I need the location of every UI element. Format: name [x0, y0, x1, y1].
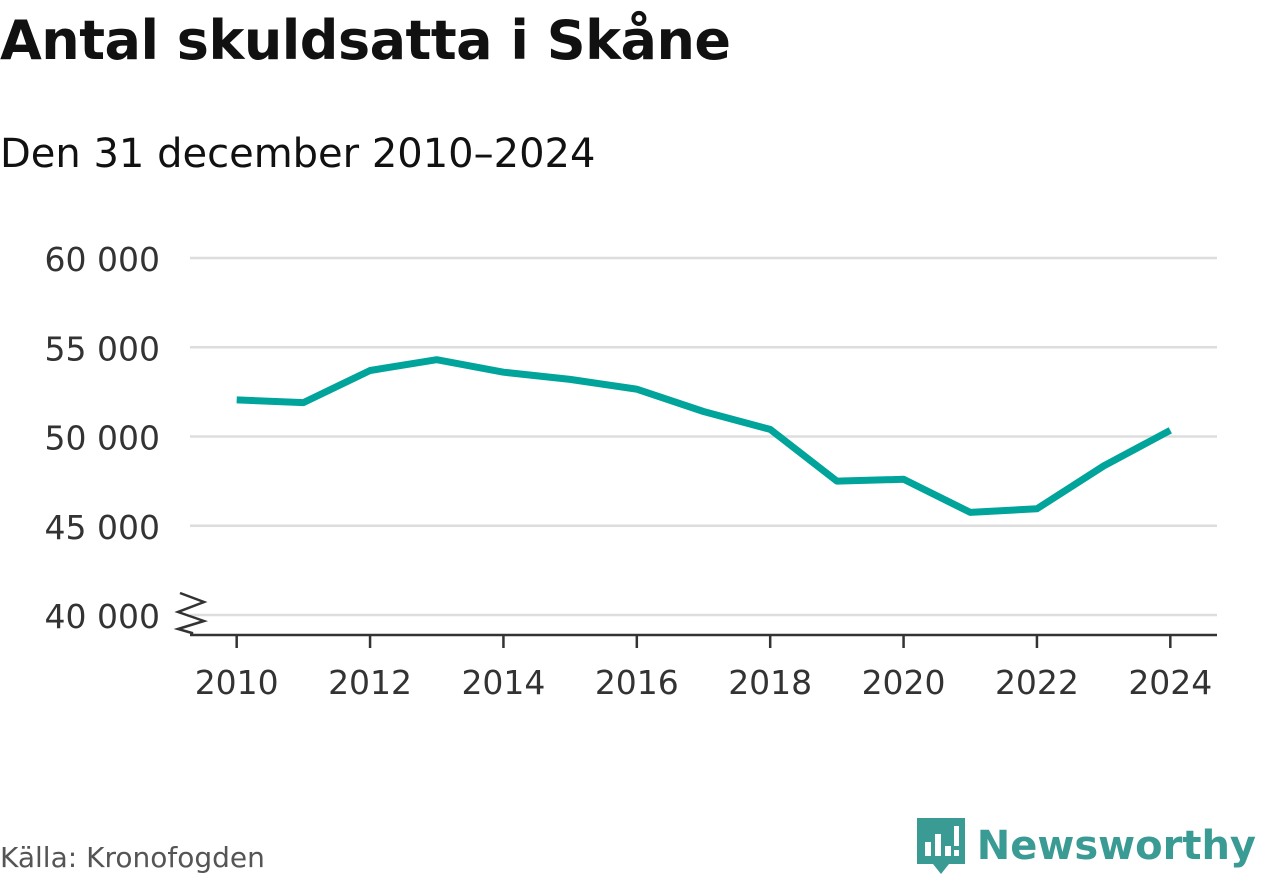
newsworthy-logo-icon	[916, 818, 965, 874]
brand-name: Newsworthy	[976, 823, 1256, 869]
brand-logo[interactable]: Newsworthy	[916, 818, 1256, 874]
y-tick-label: 40 000	[45, 597, 160, 636]
source-note: Källa: Kronofogden	[0, 841, 265, 874]
y-axis-break	[173, 591, 209, 635]
x-tick-label: 2014	[461, 663, 545, 702]
y-tick-label: 60 000	[45, 240, 160, 279]
x-tick-label: 2016	[595, 663, 679, 702]
y-tick-label: 45 000	[45, 508, 160, 547]
y-tick-label: 50 000	[45, 419, 160, 458]
chart-subtitle: Den 31 december 2010–2024	[0, 131, 596, 177]
chart-title: Antal skuldsatta i Skåne	[0, 9, 731, 72]
series-line	[236, 356, 1172, 516]
x-tick-label: 2022	[995, 663, 1079, 702]
x-tick-label: 2020	[862, 663, 946, 702]
line-chart: 40 000 45 000 50 000 55 000 60 000 2010 2012 20…	[45, 240, 1217, 702]
x-tick-label: 2024	[1128, 663, 1212, 702]
x-tick-label: 2012	[328, 663, 412, 702]
y-tick-label: 55 000	[45, 329, 160, 368]
x-tick-label: 2018	[728, 663, 812, 702]
x-tick-label: 2010	[195, 663, 279, 702]
